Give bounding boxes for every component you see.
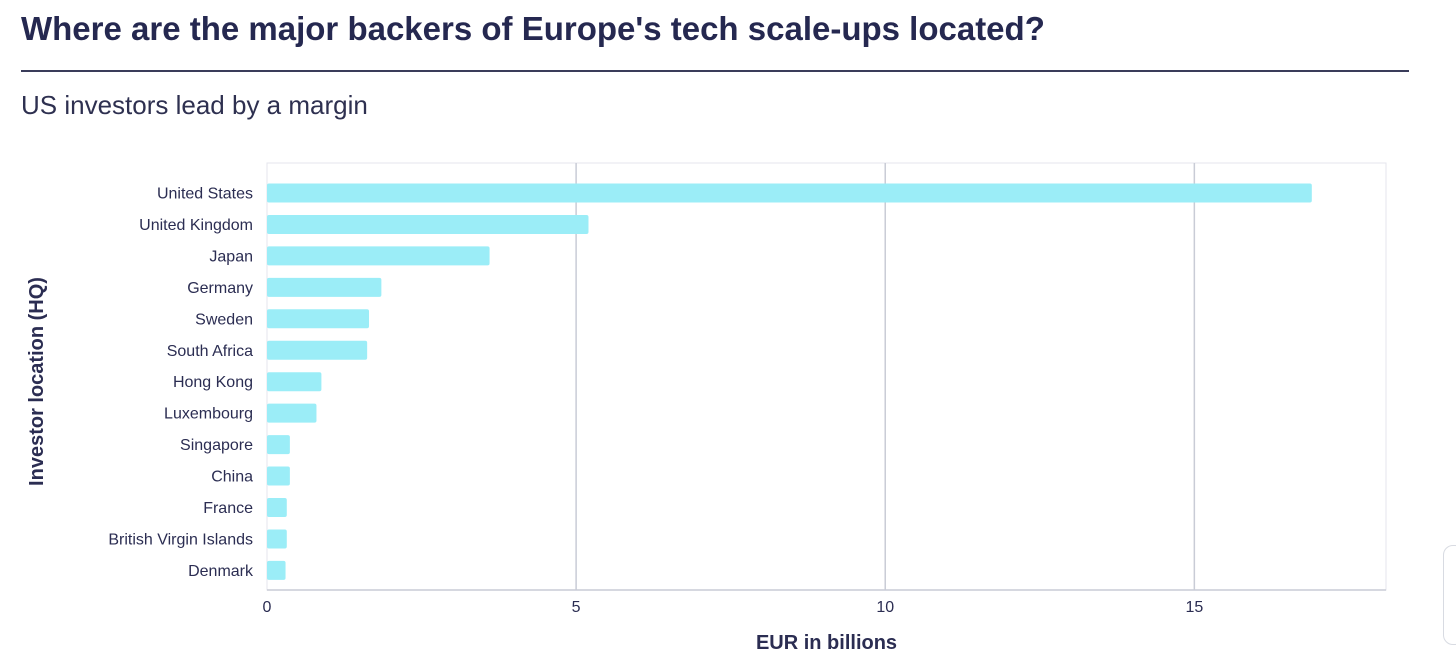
y-axis-label: Investor location (HQ) [26,277,48,486]
gridlines [575,163,1196,590]
x-tick-label: 10 [876,599,894,616]
category-label: Sweden [195,311,253,328]
category-label: Germany [187,280,253,297]
category-label: South Africa [167,343,253,360]
x-tick-label: 5 [572,599,581,616]
category-label: France [203,500,253,517]
category-label: Hong Kong [173,374,253,391]
bar[interactable] [267,340,368,360]
bar[interactable] [267,560,286,580]
category-label: Japan [209,248,253,265]
x-tick-labels: 0 5 10 15 [263,599,1204,616]
bar[interactable] [267,183,1312,203]
title-divider [21,70,1409,72]
bar[interactable] [267,466,290,486]
bar[interactable] [267,214,589,234]
chart-title: Where are the major backers of Europe's … [21,10,1045,47]
category-label: China [211,469,253,486]
category-labels: United States United Kingdom Japan Germany S… [108,186,254,580]
bar[interactable] [267,498,287,517]
bar[interactable] [267,309,370,329]
chart-subtitle: US investors lead by a margin [21,90,368,120]
category-label: United Kingdom [139,217,253,234]
bar[interactable] [267,372,322,392]
x-axis-label: EUR in billions [756,632,897,654]
side-panel-handle[interactable] [1443,545,1456,645]
category-label: British Virgin Islands [108,531,253,548]
bar[interactable] [267,435,290,455]
x-tick-label: 15 [1185,599,1203,616]
bar[interactable] [267,246,490,266]
category-label: Denmark [188,563,254,580]
bar-chart: United States United Kingdom Japan Germany S… [26,162,1387,654]
category-label: Luxembourg [164,406,253,423]
bar[interactable] [267,277,382,297]
category-label: United States [157,186,253,203]
category-label: Singapore [180,437,253,454]
bar[interactable] [267,403,317,423]
x-tick-label: 0 [263,599,272,616]
bars [267,183,1312,580]
bar[interactable] [267,529,287,549]
